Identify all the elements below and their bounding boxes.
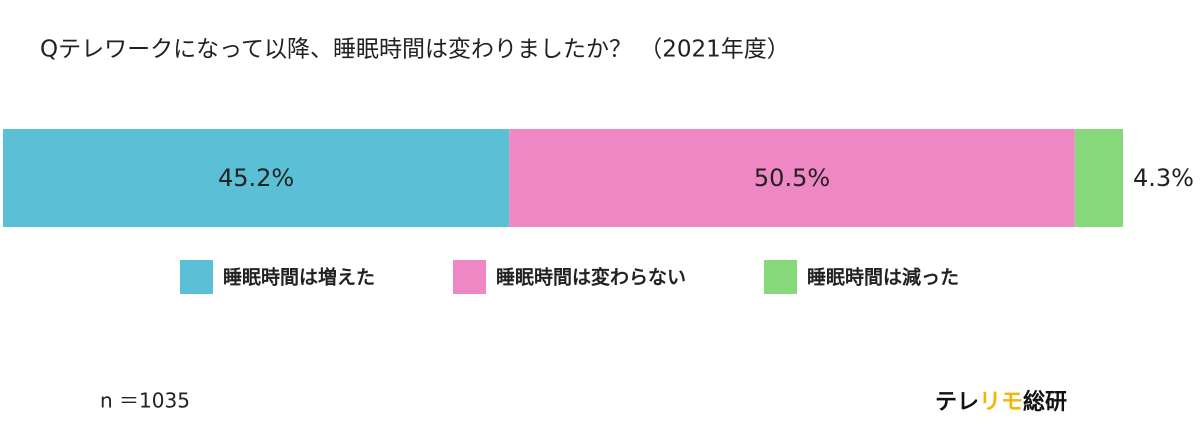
legend-label: 睡眠時間は減った bbox=[807, 266, 959, 289]
chart-title: Qテレワークになって以降、睡眠時間は変わりましたか？ （2021年度） bbox=[40, 37, 790, 63]
bar-segment bbox=[1074, 129, 1123, 227]
legend-swatch bbox=[453, 260, 487, 294]
legend-swatch bbox=[180, 260, 213, 294]
value-label: 4.3% bbox=[1133, 164, 1194, 192]
bar-segment bbox=[509, 129, 1075, 227]
legend-label: 睡眠時間は増えた bbox=[223, 266, 375, 289]
value-label: 50.5% bbox=[754, 164, 830, 192]
brand-part: 総研 bbox=[1023, 389, 1067, 415]
value-label: 45.2% bbox=[218, 164, 294, 192]
brand: テレリモ総研 bbox=[935, 389, 1067, 415]
legend-label: 睡眠時間は変わらない bbox=[496, 266, 686, 289]
bar-segment bbox=[3, 129, 510, 227]
sample-size: n ＝1035 bbox=[100, 389, 190, 413]
legend-swatch bbox=[764, 260, 798, 294]
brand-part: テレ bbox=[935, 390, 979, 415]
brand-part: リモ bbox=[979, 390, 1023, 415]
